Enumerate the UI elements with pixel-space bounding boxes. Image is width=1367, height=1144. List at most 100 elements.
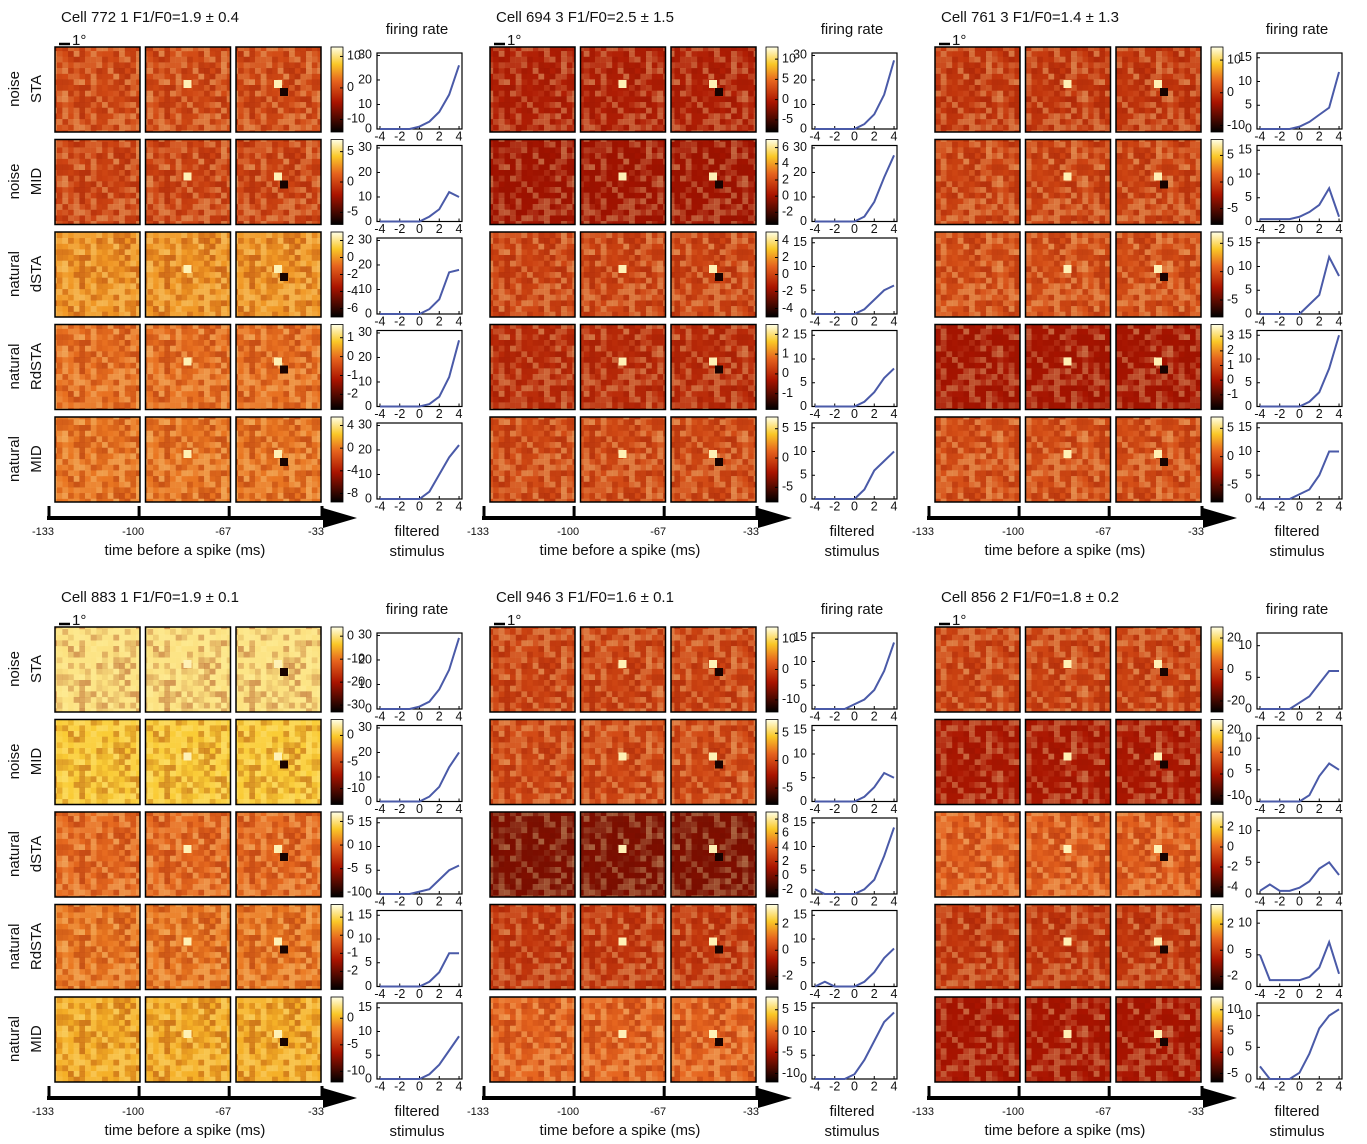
x-tick-label: 4 <box>1336 314 1343 328</box>
y-tick-label: 5 <box>800 375 807 389</box>
heatmap-texture <box>236 139 321 225</box>
heatmap-frame <box>1024 626 1112 713</box>
rate-curve <box>379 1035 460 1080</box>
y-tick-label: 20 <box>793 72 807 86</box>
colorbar-tick-label: -10 <box>347 112 365 126</box>
heatmap-frame <box>934 138 1021 226</box>
y-tick-label: 0 <box>365 121 372 135</box>
rate-curve <box>379 637 460 710</box>
heatmap-spot-bright <box>709 1030 717 1038</box>
heatmap-image <box>579 416 667 503</box>
colorbar-tick-label: 0 <box>782 366 789 380</box>
y-tick-label: 30 <box>358 233 372 247</box>
x-tick-label: -4 <box>374 407 385 421</box>
y-tick-label: 10 <box>793 259 807 273</box>
heatmap-image <box>579 46 667 133</box>
x-tick-label: -2 <box>829 129 840 143</box>
plot-frame <box>376 817 463 895</box>
colorbar <box>765 996 779 1083</box>
heatmap-texture <box>236 232 321 317</box>
rate-curve <box>814 60 895 130</box>
heatmap-image <box>1024 138 1112 226</box>
y-tick-label: 20 <box>358 652 372 666</box>
y-tick-label: 15 <box>1238 143 1252 157</box>
colorbar <box>330 324 344 410</box>
y-tick-label: 0 <box>365 794 372 808</box>
heatmap-spot-bright <box>618 80 627 88</box>
heatmap-spot-bright <box>1154 265 1162 273</box>
x-tick-label: -2 <box>1274 709 1285 723</box>
colorbar <box>1210 996 1224 1083</box>
colorbar-tick-label: -8 <box>347 486 358 500</box>
heatmap-spot-bright <box>183 1030 192 1038</box>
x-tick-label: 2 <box>1316 314 1323 328</box>
heatmap-image <box>1115 416 1202 503</box>
y-tick-label: 0 <box>800 701 807 715</box>
x-tick-label: 2 <box>436 894 443 908</box>
colorbar <box>330 626 344 713</box>
x-tick-label: 4 <box>891 222 898 236</box>
x-tick-label: -4 <box>1254 894 1265 908</box>
heatmap-texture <box>145 719 231 805</box>
heatmap-frame <box>235 46 322 133</box>
colorbar-tick-label: 5 <box>1227 421 1234 435</box>
heatmap-image <box>54 46 141 133</box>
colorbar-tick-label: 2 <box>782 250 789 264</box>
heatmap-spot-dark <box>715 668 723 676</box>
colorbar-tick-label: 5 <box>782 1002 789 1016</box>
x-tick-label: 0 <box>1296 222 1303 236</box>
heatmap-frame <box>934 996 1021 1083</box>
x-tick-label: 2 <box>436 499 443 513</box>
heatmap-spot-bright <box>618 357 627 366</box>
heatmap-spot-dark <box>280 668 288 676</box>
row-label: dSTA <box>28 256 45 292</box>
heatmap-spot-dark <box>1160 668 1168 676</box>
x-tick-label: -2 <box>394 314 405 328</box>
x-tick-label: 4 <box>891 129 898 143</box>
heatmap-image <box>579 231 667 318</box>
x-tick-label: 2 <box>871 499 878 513</box>
y-tick-label: 10 <box>358 839 372 853</box>
heatmap-frame <box>1115 416 1202 503</box>
y-tick-label: 10 <box>1238 823 1252 837</box>
time-tick-label: -100 <box>1002 1106 1024 1118</box>
colorbar-tick-label: -5 <box>782 780 793 794</box>
time-tick-label: -100 <box>122 526 144 538</box>
heatmap-frame <box>1115 231 1202 318</box>
heatmap-image <box>1115 323 1202 411</box>
plot-frame <box>1256 909 1343 988</box>
heatmap-frame <box>1024 323 1112 411</box>
heatmap-image <box>1115 903 1202 991</box>
x-tick-label: 4 <box>456 1079 463 1093</box>
heatmap-texture <box>1116 904 1201 990</box>
time-axis-label: time before a spike (ms) <box>985 1122 1146 1139</box>
y-tick-label: 5 <box>1245 468 1252 482</box>
row-label: noise <box>6 71 23 107</box>
heatmap-spot-bright <box>709 937 717 946</box>
y-tick-label: 5 <box>800 283 807 297</box>
heatmap-image <box>934 903 1021 991</box>
heatmap-texture <box>671 324 756 410</box>
heatmap-frame <box>489 626 576 713</box>
x-tick-label: -4 <box>1254 499 1265 513</box>
rate-label: firing rate <box>1266 21 1329 38</box>
colorbar-tick-label: 0 <box>1227 264 1234 278</box>
heatmap-frame <box>144 903 232 991</box>
y-tick-label: 0 <box>1245 121 1252 135</box>
x-tick-label: 0 <box>1296 894 1303 908</box>
y-tick-label: 10 <box>793 654 807 668</box>
heatmap-frame <box>144 718 232 806</box>
y-tick-label: 10 <box>793 189 807 203</box>
plot-frame <box>811 1002 898 1080</box>
heatmap-texture <box>1116 47 1201 132</box>
heatmap-texture <box>580 232 666 317</box>
time-arrow <box>758 1088 792 1108</box>
x-tick-label: -4 <box>1254 1079 1265 1093</box>
x-tick-label: -4 <box>809 1079 820 1093</box>
time-tick-label: -33 <box>1188 526 1204 538</box>
colorbar <box>330 416 344 503</box>
heatmap-texture <box>490 324 575 410</box>
heatmap-texture <box>490 904 575 990</box>
x-tick-label: -4 <box>809 129 820 143</box>
heatmap-image <box>1024 626 1112 713</box>
